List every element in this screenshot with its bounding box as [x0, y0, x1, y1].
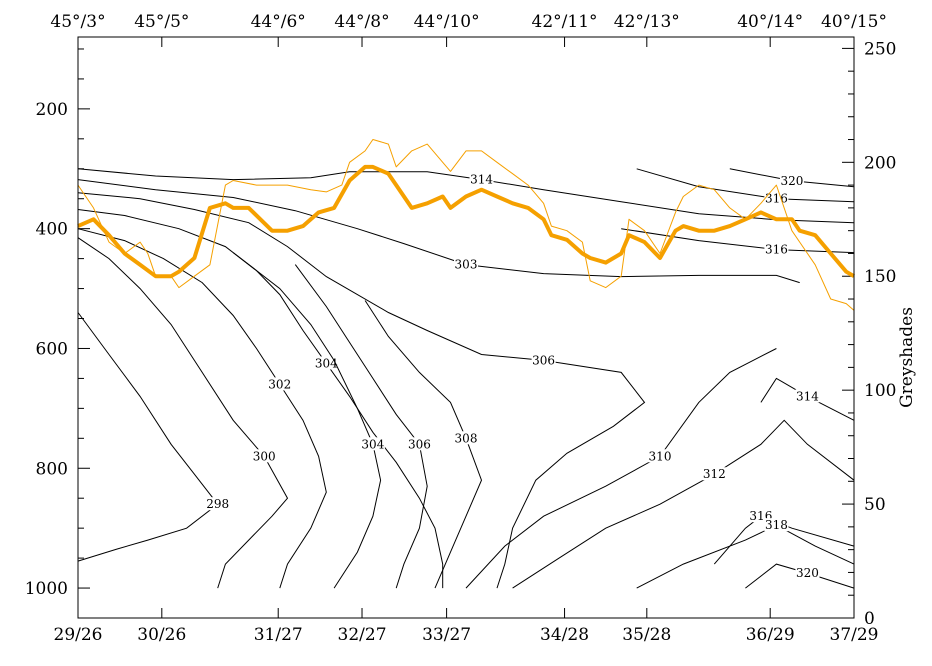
- contour-label: 308: [455, 431, 478, 445]
- right-tick-label: 100: [864, 381, 896, 401]
- contour-label: 300: [253, 449, 276, 463]
- contour-label-bg: [205, 497, 230, 511]
- contour-line: [636, 524, 855, 589]
- bottom-tick-label: 32/27: [338, 625, 387, 645]
- contour-label: 302: [268, 377, 291, 391]
- right-tick-label: 0: [864, 609, 875, 629]
- bottom-tick-label: 29/26: [54, 625, 103, 645]
- contour-label-bg: [407, 437, 432, 451]
- bottom-tick-label: 35/28: [622, 625, 671, 645]
- contour-label: 306: [532, 353, 555, 367]
- top-tick-label: 45°/3°: [50, 12, 105, 32]
- contour-label-bg: [764, 242, 789, 256]
- contour-label-bg: [795, 566, 820, 580]
- contour-line: [77, 179, 800, 284]
- contour-label: 320: [780, 174, 803, 188]
- contour-label: 306: [408, 437, 431, 451]
- contour-line: [745, 563, 855, 589]
- contour-line: [77, 209, 444, 589]
- top-tick-label: 44°/8°: [334, 12, 389, 32]
- contour-label-bg: [648, 449, 672, 463]
- bottom-tick-label: 37/29: [830, 625, 879, 645]
- greyshade-line-thin: [77, 139, 855, 311]
- contour-label: 304: [361, 437, 384, 451]
- contour-label-bg: [702, 467, 727, 481]
- contour-label-bg: [252, 449, 277, 463]
- top-axis-labels: 45°/3° 45°/5° 44°/6° 44°/8° 44°/10° 42°/11° 42…: [50, 12, 887, 47]
- bottom-axis-labels: 29/26 30/26 31/27 32/27 33/27 34/28 35/28 36/29…: [54, 608, 879, 645]
- contour-label-bg: [795, 389, 820, 403]
- bottom-tick-label: 36/29: [746, 625, 795, 645]
- contour-label: 320: [796, 566, 819, 580]
- top-tick-label: 44°/10°: [414, 12, 480, 32]
- right-tick-label: 50: [864, 495, 886, 515]
- right-axis: 0 50 100 150 200 250: [842, 39, 896, 629]
- contour-label: 304: [315, 356, 338, 370]
- left-tick-label: 400: [36, 220, 68, 240]
- left-tick-label: 200: [36, 100, 68, 120]
- top-tick-label: 42°/13°: [614, 12, 680, 32]
- contour-label: 312: [703, 467, 726, 481]
- right-axis-title: Greyshades: [897, 307, 917, 408]
- contour-label: 318: [765, 518, 788, 532]
- bottom-tick-label: 34/28: [540, 625, 589, 645]
- contour-line: [636, 168, 855, 203]
- contour-line: [77, 312, 219, 562]
- left-axis: 200 400 600 800 1000: [25, 48, 90, 619]
- left-tick-label: 600: [36, 339, 68, 359]
- contour-label: 310: [649, 449, 672, 463]
- right-tick-label: 150: [864, 267, 896, 287]
- contour-label: 316: [765, 243, 788, 257]
- contour-line: [760, 377, 855, 421]
- top-tick-label: 42°/11°: [532, 12, 598, 32]
- bottom-tick-label: 31/27: [254, 625, 303, 645]
- contour-label-bg: [469, 172, 494, 186]
- contour-line: [77, 192, 646, 589]
- contour-label: 314: [796, 389, 819, 403]
- top-tick-label: 44°/6°: [251, 12, 306, 32]
- right-tick-label: 250: [864, 39, 896, 59]
- contour-line: [77, 237, 289, 589]
- top-tick-label: 40°/15°: [821, 12, 887, 32]
- contour-label-bg: [454, 257, 478, 271]
- greyshade-line-thick: [77, 164, 855, 279]
- contour-line: [465, 348, 777, 589]
- contour-line: [621, 228, 855, 254]
- contour-line: [77, 168, 855, 224]
- contour-label-bg: [360, 437, 385, 451]
- right-tick-label: 200: [864, 153, 896, 173]
- contour-label: 303: [455, 258, 478, 272]
- left-tick-label: 800: [36, 459, 68, 479]
- left-tick-label: 1000: [25, 579, 68, 599]
- contour-label-bg: [779, 173, 804, 187]
- data-series: [77, 139, 855, 311]
- contour-label-bg: [267, 377, 292, 391]
- contour-line: [232, 252, 382, 589]
- contour-label: 314: [470, 173, 493, 187]
- contour-label: 298: [206, 497, 229, 511]
- contour-line: [294, 264, 428, 589]
- bottom-tick-label: 30/26: [137, 625, 186, 645]
- bottom-tick-label: 33/27: [422, 625, 471, 645]
- plot-frame: [77, 36, 855, 619]
- top-tick-label: 45°/5°: [134, 12, 189, 32]
- contour-label-bg: [454, 431, 478, 445]
- contour-label-bg: [531, 353, 556, 367]
- contour-label-bg: [764, 518, 789, 532]
- contour-line: [77, 228, 327, 589]
- top-tick-label: 40°/14°: [737, 12, 803, 32]
- contour-label-bg: [314, 356, 339, 370]
- contour-line: [512, 419, 855, 589]
